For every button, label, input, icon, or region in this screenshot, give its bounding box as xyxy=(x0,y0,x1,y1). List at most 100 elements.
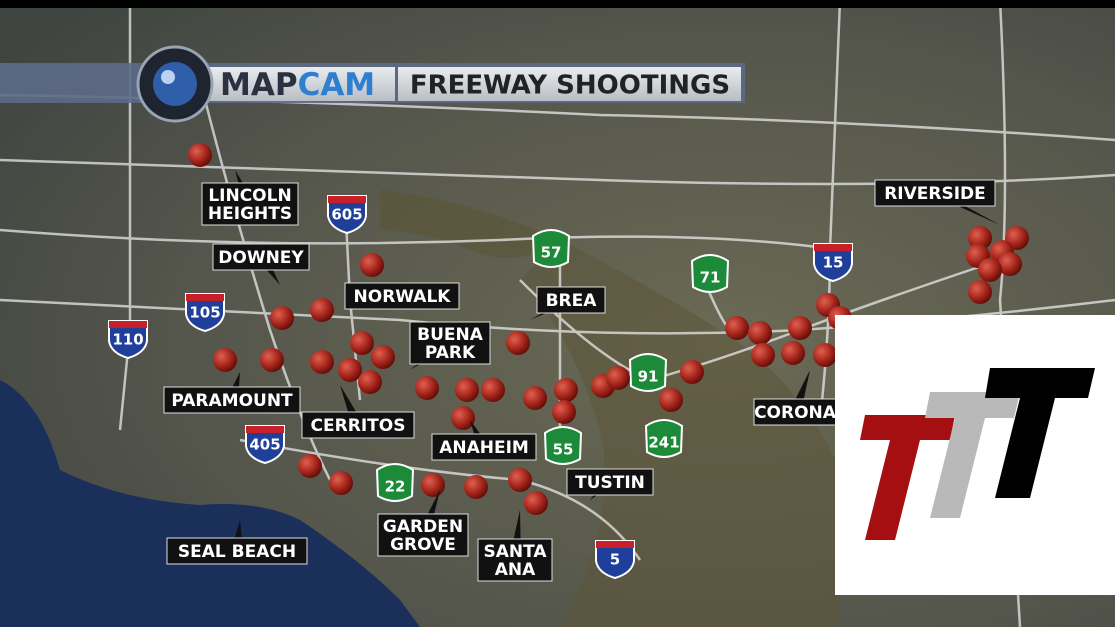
place-label: CERRITOS xyxy=(311,416,406,436)
incident-dot xyxy=(360,253,384,277)
label-box xyxy=(301,411,415,439)
place-label: BREA xyxy=(546,291,598,311)
label-box xyxy=(536,286,606,314)
incident-dot xyxy=(978,258,1002,282)
shield-label: 22 xyxy=(385,478,406,496)
top-bar xyxy=(0,0,1115,8)
header: MAPCAM FREEWAY SHOOTINGS xyxy=(0,45,745,123)
place-label: SEAL BEACH xyxy=(178,542,296,562)
place-label: PARK xyxy=(425,343,476,363)
incident-dot xyxy=(813,343,837,367)
incident-dot xyxy=(751,343,775,367)
incident-dot xyxy=(554,378,578,402)
incident-dot xyxy=(213,348,237,372)
incident-dot xyxy=(464,475,488,499)
place-label: GARDEN xyxy=(383,517,463,537)
interstate-shield xyxy=(327,195,367,235)
incident-dot xyxy=(659,388,683,412)
shield-label: 71 xyxy=(700,269,721,287)
incident-dot xyxy=(415,376,439,400)
shields: 605 105 110 405 5 15 57 71 91 55 241 22 xyxy=(108,195,853,580)
place-label: BUENA xyxy=(417,325,484,345)
label-box xyxy=(166,537,308,565)
incident-dot xyxy=(748,321,772,345)
incident-dot xyxy=(358,370,382,394)
incident-dot xyxy=(270,306,294,330)
incident-dot xyxy=(298,454,322,478)
logo xyxy=(835,315,1115,595)
incident-dot xyxy=(524,491,548,515)
state-shield xyxy=(644,419,684,458)
place-label: ANA xyxy=(495,560,536,580)
label-box xyxy=(377,513,469,557)
interstate-shield-top xyxy=(186,294,224,301)
shield-label: 15 xyxy=(823,254,844,272)
label-box xyxy=(163,386,301,414)
hills xyxy=(380,190,560,258)
incident-dot xyxy=(455,378,479,402)
incident-dot xyxy=(188,143,212,167)
interstate-shield xyxy=(813,243,853,283)
shield-label: 241 xyxy=(648,434,679,452)
state-shield xyxy=(531,229,571,268)
label-box xyxy=(344,282,460,310)
interstate-shield xyxy=(245,425,285,465)
incident-dot xyxy=(725,316,749,340)
incident-dot xyxy=(606,366,630,390)
interstate-shield-top xyxy=(814,244,852,251)
shield-label: 605 xyxy=(331,206,362,224)
interstate-shield-top xyxy=(596,541,634,548)
place-label: DOWNEY xyxy=(218,248,304,268)
label-box xyxy=(201,182,299,226)
label-box xyxy=(874,179,996,207)
incident-dot xyxy=(481,378,505,402)
incident-dot xyxy=(371,345,395,369)
incident-dot xyxy=(523,386,547,410)
camera-lens xyxy=(161,70,175,84)
state-shield xyxy=(543,426,583,465)
state-shield xyxy=(628,353,668,392)
place-label: ANAHEIM xyxy=(439,438,529,458)
camera-lens xyxy=(153,62,197,106)
place-label: RIVERSIDE xyxy=(884,184,986,204)
shield-label: 405 xyxy=(249,436,280,454)
place-label: PARAMOUNT xyxy=(171,391,293,411)
shield-label: 105 xyxy=(189,304,220,322)
incident-dot xyxy=(338,358,362,382)
incident-dot xyxy=(968,226,992,250)
incident-dot xyxy=(998,252,1022,276)
logo-t xyxy=(860,415,955,540)
label-box xyxy=(753,398,837,426)
shield-label: 91 xyxy=(638,368,659,386)
incident-dot xyxy=(552,400,576,424)
interstate-shield xyxy=(108,320,148,360)
place-label: GROVE xyxy=(390,535,456,555)
label-box xyxy=(409,321,491,365)
place-label: CORONA xyxy=(754,403,837,423)
brand: MAPCAM xyxy=(220,67,375,103)
place-label: TUSTIN xyxy=(575,473,645,493)
logo-t xyxy=(985,368,1095,498)
incident-dot xyxy=(329,471,353,495)
place-label: HEIGHTS xyxy=(208,204,292,224)
place-label: LINCOLN xyxy=(208,186,291,206)
label-box xyxy=(477,538,553,582)
state-shield xyxy=(690,254,730,293)
incidents xyxy=(188,143,1029,515)
incident-dot xyxy=(310,350,334,374)
interstate-shield-top xyxy=(328,196,366,203)
incident-dot xyxy=(788,316,812,340)
incident-dot xyxy=(680,360,704,384)
shield-label: 55 xyxy=(553,441,574,459)
incident-dot xyxy=(1005,226,1029,250)
ocean xyxy=(0,380,420,627)
interstate-shield-top xyxy=(246,426,284,433)
label-box xyxy=(212,243,310,271)
incident-dot xyxy=(968,280,992,304)
interstate-shield xyxy=(595,540,635,580)
label-box xyxy=(566,468,654,496)
title: FREEWAY SHOOTINGS xyxy=(410,71,730,101)
